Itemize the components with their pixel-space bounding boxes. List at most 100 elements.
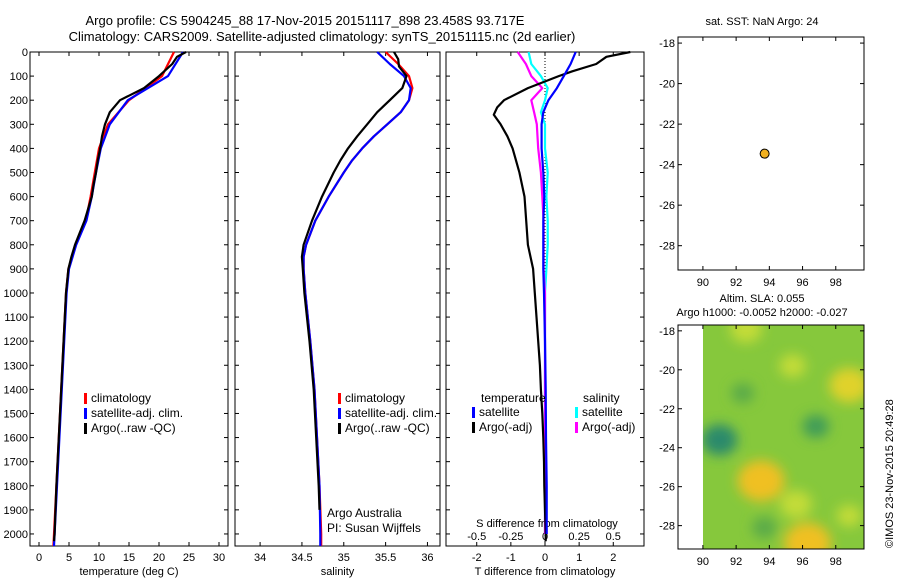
legend-swatch [338,393,341,404]
y-tick-label: -24 [659,443,675,455]
x-tick-label: 2 [610,552,616,564]
plot-frame [234,51,441,547]
sla-anomaly-blob [702,424,738,456]
y-tick-label: -26 [659,482,675,494]
x-tick-label: 0 [36,552,42,564]
legend-swatch [575,407,578,418]
x-tick-label: 10 [93,552,105,564]
s-tick-label: 0.25 [568,531,589,543]
x-tick-label: 34.5 [291,552,312,564]
y-tick-label: 1200 [4,336,28,348]
sla-anomaly-blob [779,354,806,378]
x-tick-label: 92 [730,277,742,289]
y-tick-label: -28 [659,521,675,533]
float-position-marker [759,148,770,159]
map-frame [677,324,865,550]
x-axis-label: temperature (deg C) [79,566,178,578]
y-tick-label: 100 [10,71,28,83]
y-tick-label: 1900 [4,505,28,517]
sla-anomaly-blob [836,505,862,527]
legend-entry: satellite [479,405,520,419]
y-tick-label: 300 [10,119,28,131]
x-tick-label: 98 [830,277,842,289]
y-tick-label: 0 [22,47,28,59]
temperature-panel: 0100200300400500600700800900100011001200… [4,47,229,578]
sst-map-title: sat. SST: NaN Argo: 24 [705,16,818,28]
x-tick-label: 90 [697,277,709,289]
legend-swatch [84,423,87,434]
y-tick-label: 700 [10,216,28,228]
annotation-pi-name: PI: Susan Wijffels [327,521,421,535]
figure-title-line1: Argo profile: CS 5904245_88 17-Nov-2015 … [86,13,525,28]
y-tick-label: -20 [659,365,675,377]
y-tick-label: -18 [659,326,675,338]
y-tick-label: 1600 [4,433,28,445]
series-argo-temperature-diff [492,50,631,542]
x-tick-label: 94 [763,277,775,289]
legend-entry: Argo(-adj) [479,420,532,434]
y-tick-label: -22 [659,119,675,131]
sla-anomalies [702,325,864,549]
y-tick-label: 200 [10,95,28,107]
y-tick-label: 1100 [4,312,28,324]
salinity-panel: 34 34.5 35 35.5 36 salinity climatologysatelli… [234,51,441,578]
series-argo-temperature [52,51,187,542]
y-tick-label: 1800 [4,481,28,493]
plot-frame [29,51,229,547]
y-tick-label: 1500 [4,408,28,420]
x-tick-label: 25 [183,552,195,564]
sla-anomaly-blob [751,516,777,539]
legend-swatch [338,408,341,419]
x-tick-label: 94 [763,556,775,568]
x-tick-label: 96 [796,556,808,568]
legend-swatch [84,393,87,404]
sla-map-panel: 90 92 94 96 98 -18 -20 -22 -24 -26 -28 [659,324,865,568]
x-tick-label: -2 [472,552,482,564]
series-argo-salinity [300,51,408,510]
legend-swatch [338,423,341,434]
y-tick-label: 1300 [4,360,28,372]
legend-swatch [575,422,578,433]
legend-header-temperature: temperature [481,391,546,405]
sst-map-panel: 90 92 94 96 98 -18 -20 -22 -24 -26 -28 [659,36,865,289]
y-tick-label: -24 [659,160,675,172]
x-tick-label: 20 [153,552,165,564]
s-tick-label: -0.25 [498,531,523,543]
x-tick-label: 35 [338,552,350,564]
y-tick-label: 1000 [4,288,28,300]
x-tick-label: -1 [506,552,516,564]
sla-anomaly-blob [779,490,813,519]
x-tick-label: 0 [542,552,548,564]
sla-anomaly-blob [802,414,830,438]
figure-title-line2: Climatology: CARS2009. Satellite-adjuste… [69,29,576,44]
legend-entry: satellite [582,405,623,419]
x-axis-label: salinity [321,566,355,578]
sla-map-title-line1: Altim. SLA: 0.055 [720,293,805,305]
legend-entry: climatology [345,391,405,405]
sla-field [702,325,864,549]
x-tick-label: 1 [576,552,582,564]
legend-header-salinity: salinity [583,391,620,405]
legend-entry: Argo(-adj) [582,420,635,434]
sla-anomaly-blob [829,368,864,403]
x-tick-label: 96 [796,277,808,289]
legend-entry: satellite-adj. clim. [345,406,437,420]
legend-swatch [472,422,475,433]
y-tick-label: 900 [10,264,28,276]
y-tick-label: 800 [10,240,28,252]
sla-anomaly-blob [737,460,785,502]
y-tick-label: 1400 [4,384,28,396]
y-tick-label: -22 [659,404,675,416]
copyright-timestamp: ©IMOS 23-Nov-2015 20:49:28 [884,399,896,548]
x-tick-label: 15 [123,552,135,564]
x-tick-label: 30 [213,552,225,564]
legend-entry: climatology [91,391,151,405]
annotation-argo-australia: Argo Australia [327,506,402,520]
x-tick-label: 34 [254,552,266,564]
s-tick-label: 0.5 [606,531,621,543]
y-tick-label: 600 [10,192,28,204]
sla-anomaly-blob [784,522,831,549]
sla-map-title-line2: Argo h1000: -0.0052 h2000: -0.027 [676,307,847,319]
legend-swatch [84,408,87,419]
